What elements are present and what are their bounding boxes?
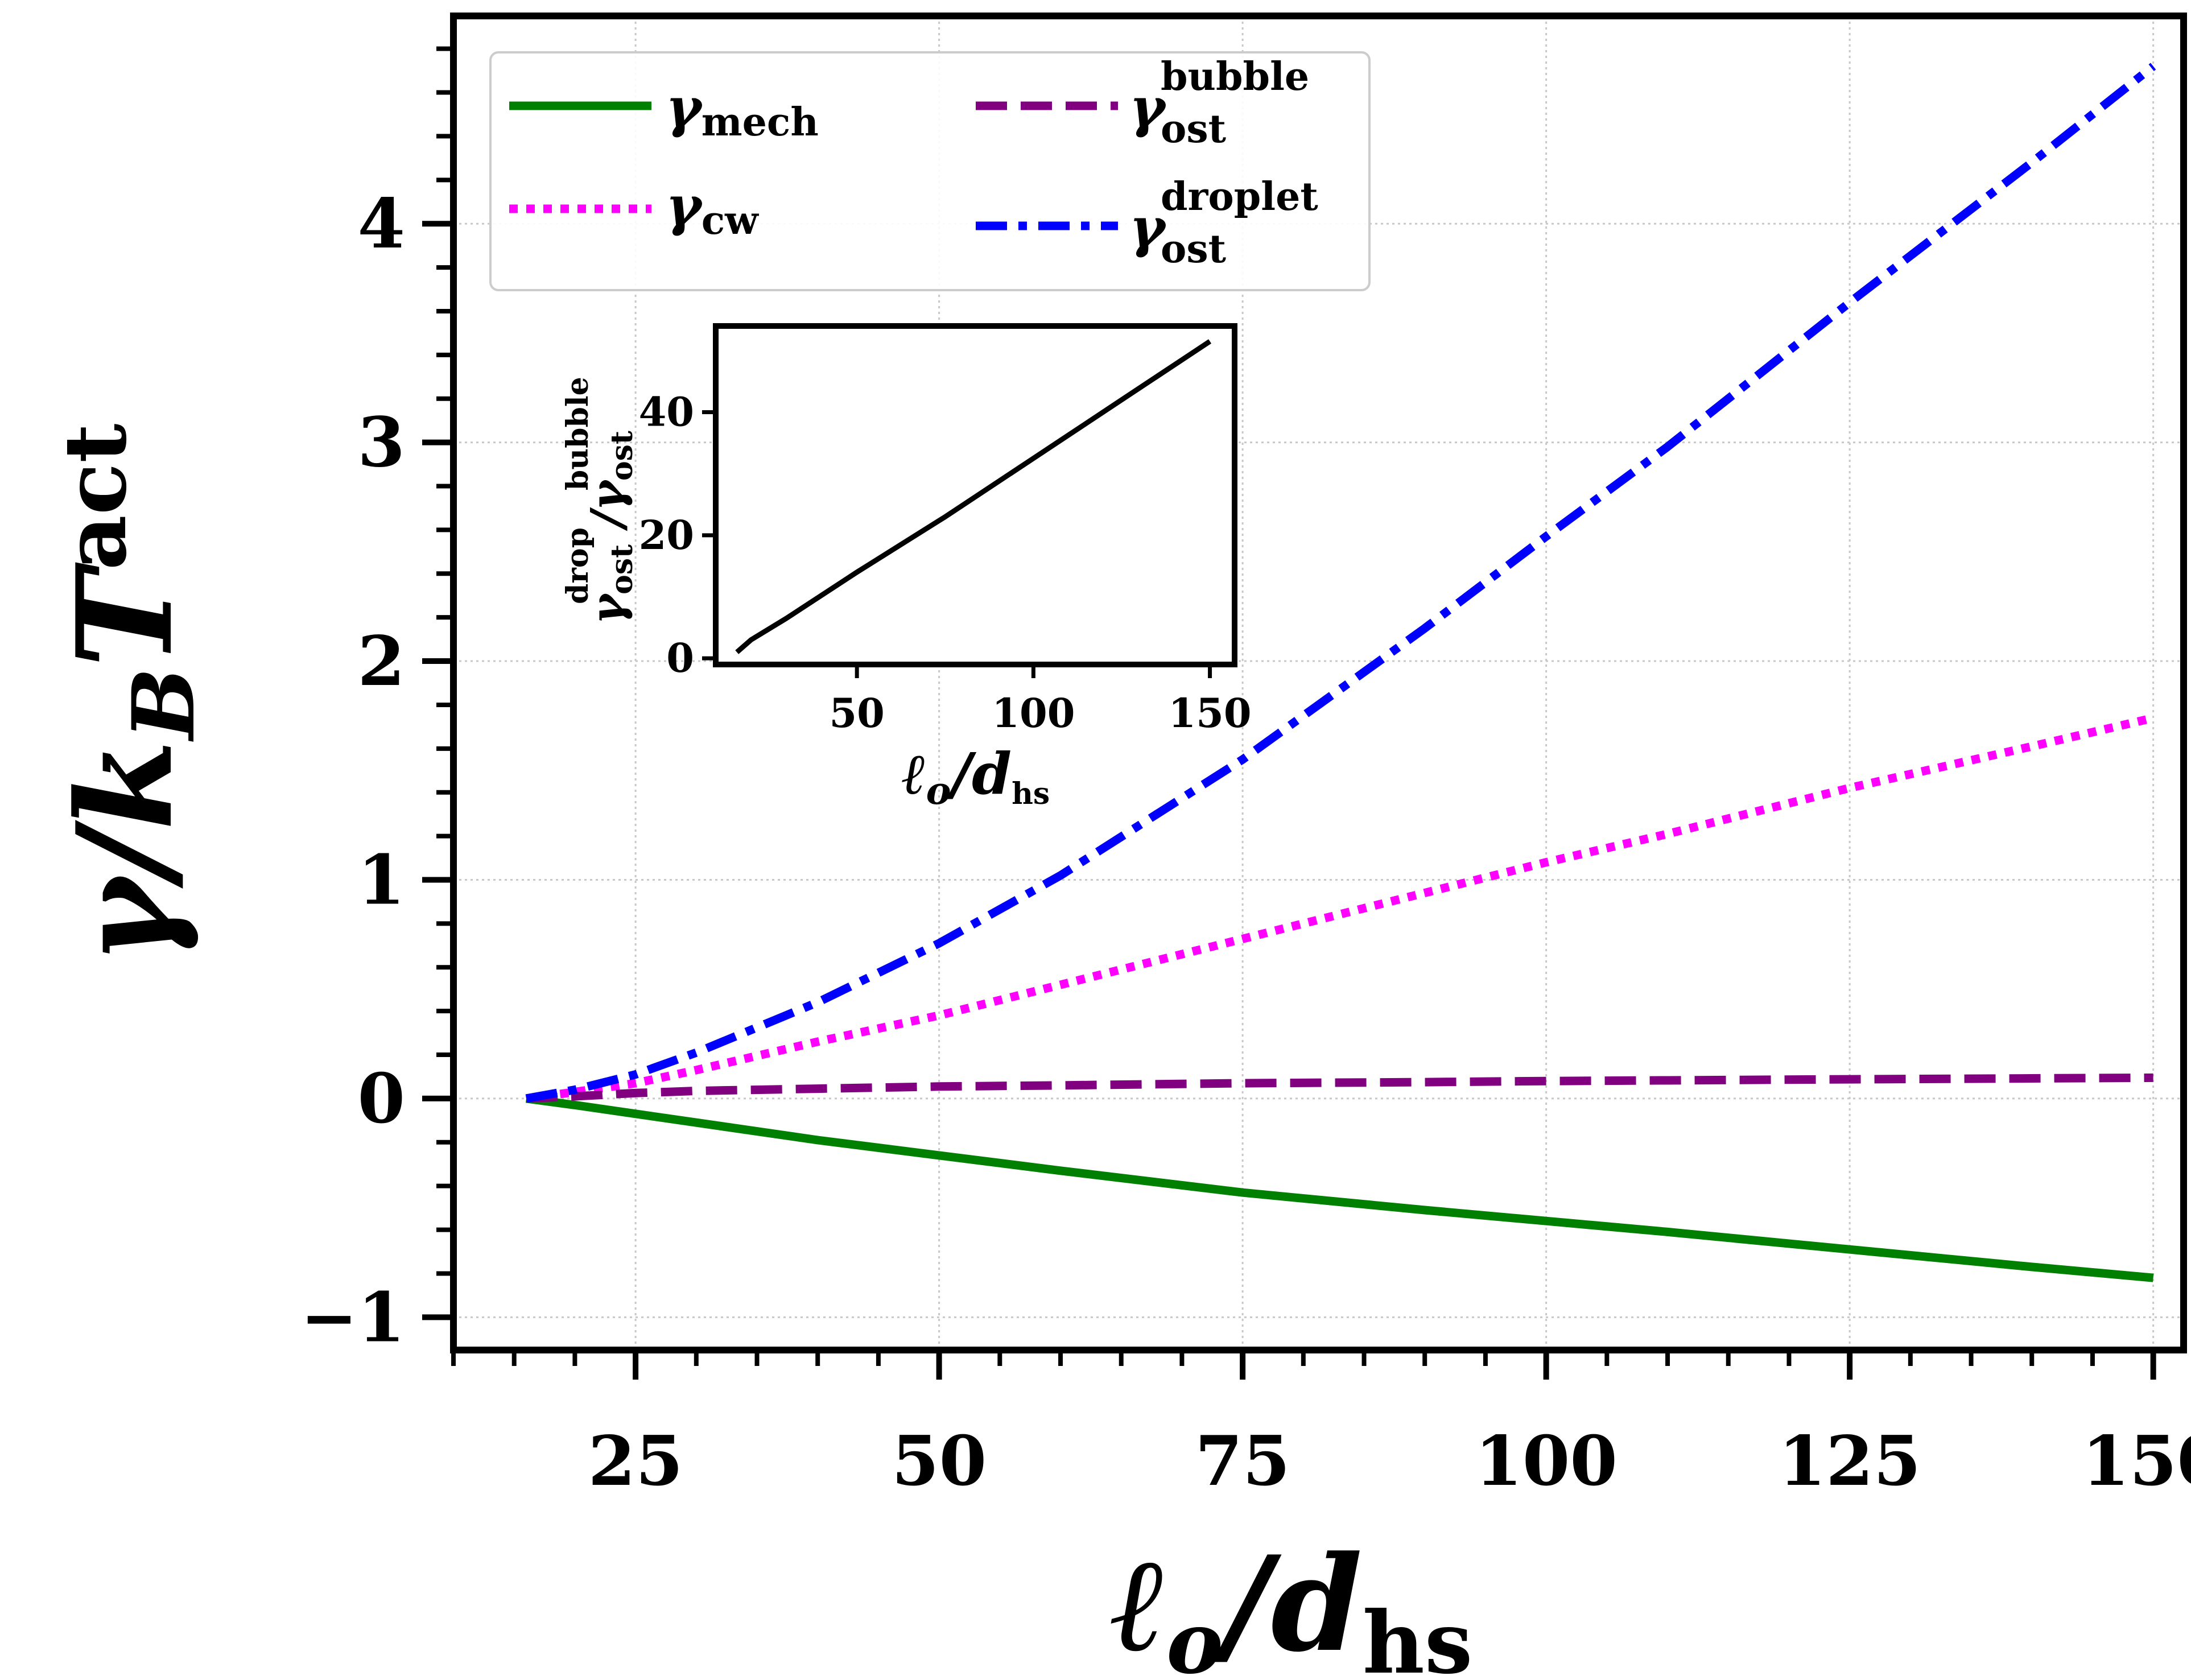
inset-frame [713,323,1237,667]
legend-label-bubble: γ [1129,76,1167,139]
inset-y-tick-label: 40 [639,388,694,435]
svg-text:γcw: γcw [666,175,759,243]
inset-y-axis-title-a-sup: drop [560,527,595,604]
y-tick-label: 3 [358,403,406,483]
legend: γmech γcw γostbubble γostdroplet [489,51,1371,291]
legend-label-cw: γ [666,175,704,238]
series-line-bubble [526,1073,2153,1103]
y-tick-label: 1 [358,840,406,920]
legend-label-bubble-sub: ost [1161,106,1227,152]
inset-series-line [735,339,1212,654]
legend-label-bubble-sup: bubble [1161,54,1309,100]
x-axis-title-main: ℓ [1111,1528,1166,1680]
legend-label-droplet: γ [1129,196,1167,259]
inset-y-axis-title-b-sub: ost [605,431,639,481]
inset-x-tick-label: 100 [992,690,1075,737]
x-axis-title-sub2: hs [1363,1593,1473,1680]
x-tick-label: 50 [892,1421,987,1501]
inset-y-tick-label: 0 [666,634,694,682]
x-tick-label: 25 [588,1421,683,1501]
inset-y-axis-title-b-sup: bubble [560,377,595,490]
legend-item-cw: γcw [509,175,759,243]
y-axis-title-T: T [48,562,202,667]
inset-x-axis-title-sub1: o [926,769,951,813]
legend-label-cw-sub: cw [702,198,759,243]
x-tick-label: 100 [1475,1421,1618,1501]
x-axis-title: ℓo/dhs [1111,1528,1473,1680]
inset-x-axis-title: ℓo/dhs [902,740,1050,813]
inset-x-axis-title-main: ℓ [902,740,926,807]
series-line-droplet [525,63,2156,1103]
x-tick-label: 150 [2082,1421,2191,1501]
y-axis-title-sup: act [46,424,146,571]
legend-label-mech: γ [666,76,704,139]
inset-x-axis-title-sub2: hs [1012,777,1050,811]
inset-series [735,339,1212,654]
inset-ticks: 50 100 150 0 20 40 [639,388,1252,737]
inset-y-axis-title-a: γ [580,593,634,625]
inset-y-tick-label: 20 [639,511,694,559]
legend-label-droplet-sup: droplet [1161,174,1318,220]
inset-x-tick-label: 50 [829,690,884,737]
legend-item-bubble: γost bubble [976,54,1309,152]
main-frame [450,13,2187,1353]
legend-label-mech-sub: mech [702,100,819,145]
x-axis-title-sub1: o [1166,1593,1223,1680]
legend-item-droplet: γost droplet [976,174,1318,272]
y-tick-label: 4 [358,184,406,264]
plot-frame [450,13,2187,1353]
legend-item-mech: γmech [509,76,819,145]
legend-box [489,51,1371,291]
legend-label-droplet-sub: ost [1161,226,1227,272]
main-series [525,63,2156,1282]
y-axis-title: γ/kBTact [46,424,214,965]
inset-y-axis-title: γostdrop/γostbubble [560,377,639,624]
svg-text:γostbubble: γost bubble [1129,54,1309,152]
x-tick-label: 125 [1779,1421,1921,1501]
inset-x-tick-label: 150 [1169,690,1252,737]
x-tick-label: 75 [1195,1421,1290,1501]
inset-y-axis-title-b: γ [580,479,634,511]
svg-text:γostdroplet: γost droplet [1129,174,1318,272]
y-tick-label: −1 [300,1277,405,1357]
y-tick-label: 2 [358,621,406,701]
inset-x-axis-title-slash: /d [947,740,1012,807]
series-line-mech [525,1094,2154,1282]
inset-y-axis-title-slash: / [580,507,634,531]
y-tick-label: 0 [358,1059,406,1139]
inset-y-axis-title-a-sub: ost [605,544,639,595]
x-axis-title-slash: /d [1212,1528,1363,1680]
series-line-cw [525,713,2155,1103]
svg-text:γmech: γmech [666,76,819,145]
main-ticks: 25 50 75 100 125 150 −1 0 1 2 3 4 [300,46,2191,1501]
y-axis-title-main: γ/k [48,740,202,964]
y-axis-title-sub: B [114,667,214,742]
